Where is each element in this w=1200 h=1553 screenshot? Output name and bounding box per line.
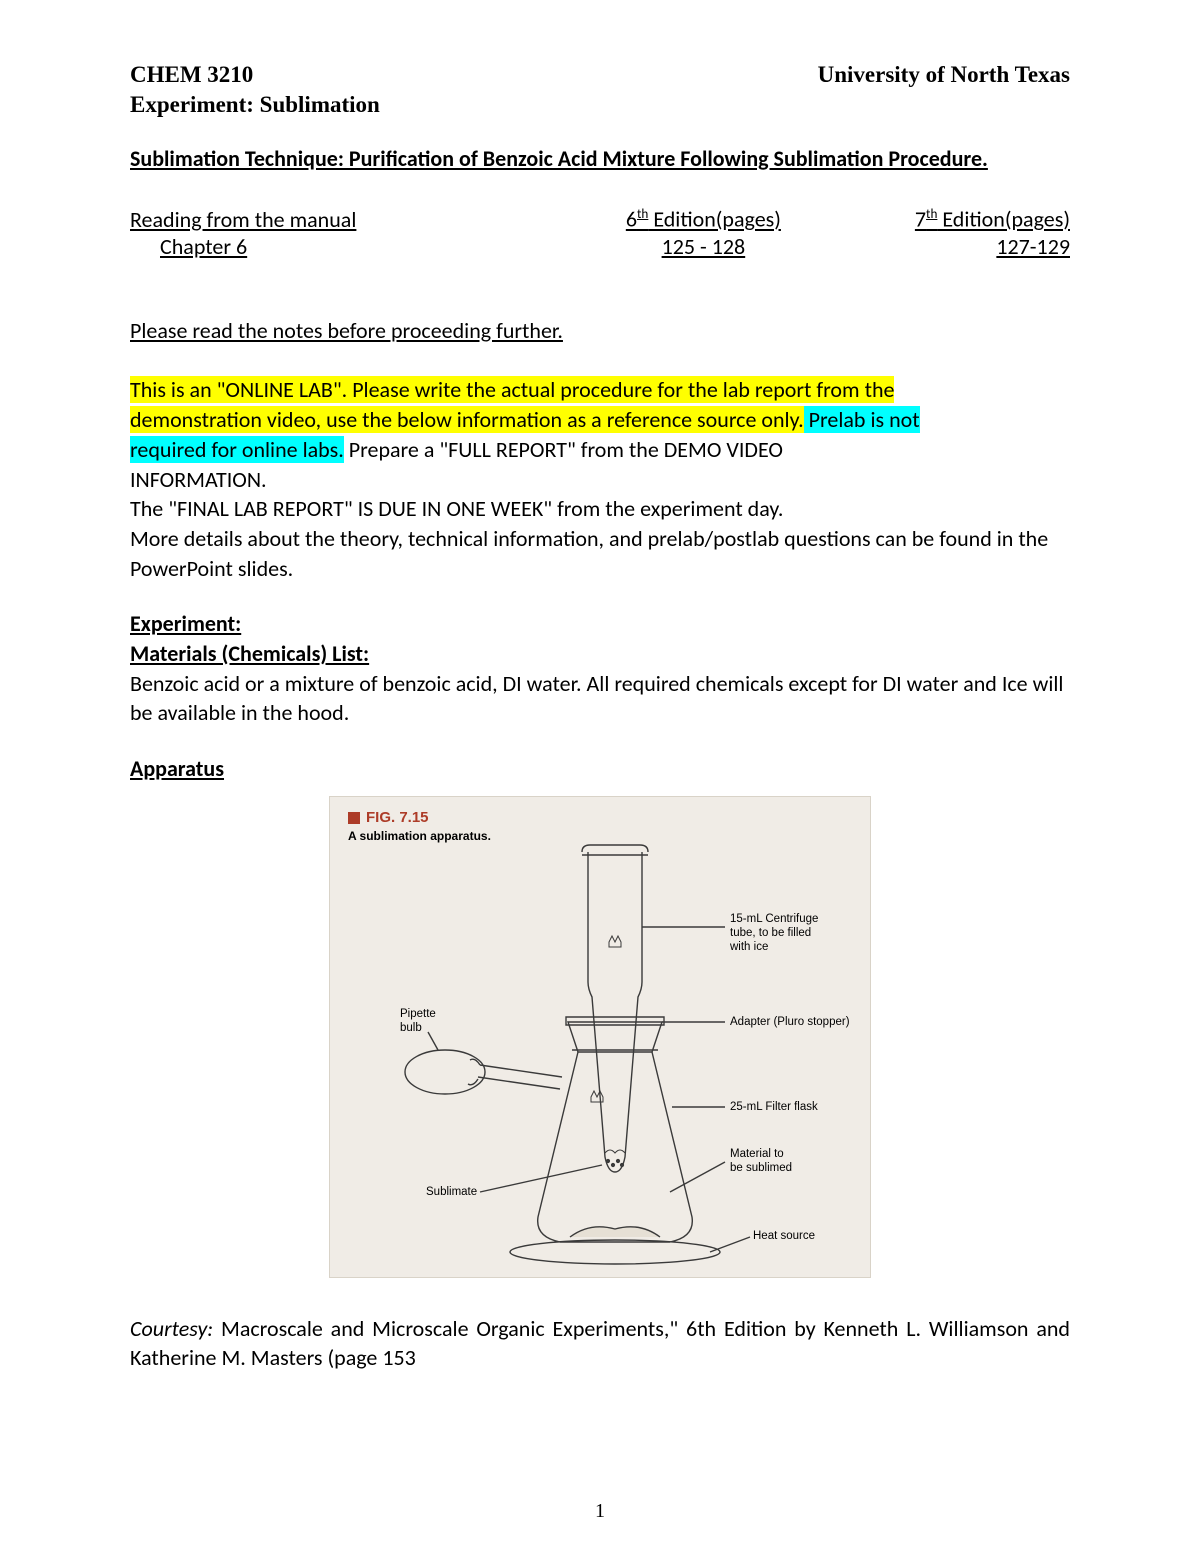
sublimation-apparatus-figure: FIG. 7.15 A sublimation apparatus. bbox=[329, 796, 871, 1278]
label-pipette: Pipettebulb bbox=[400, 1007, 436, 1036]
body-text: INFORMATION. bbox=[130, 466, 267, 493]
notes-intro: Please read the notes before proceeding … bbox=[130, 316, 1070, 346]
table-header-reading: Reading from the manual bbox=[130, 205, 562, 232]
label-centrifuge: 15-mL Centrifugetube, to be filledwith i… bbox=[730, 912, 818, 955]
document-page: CHEM 3210 University of North Texas Expe… bbox=[0, 0, 1200, 1553]
table-header-ed6: 6th Edition(pages) bbox=[562, 205, 844, 232]
figure-container: FIG. 7.15 A sublimation apparatus. bbox=[130, 796, 1070, 1278]
label-heat: Heat source bbox=[753, 1229, 815, 1243]
header-university: University of North Texas bbox=[818, 60, 1070, 90]
page-number: 1 bbox=[0, 1500, 1200, 1523]
table-header-row: Reading from the manual 6th Edition(page… bbox=[130, 205, 1070, 232]
body-text: The "FINAL LAB REPORT" IS DUE IN ONE WEE… bbox=[130, 495, 783, 522]
highlight-yellow: This is an "ONLINE LAB". Please write th… bbox=[130, 376, 894, 403]
cell-ed7-pages: 127-129 bbox=[844, 233, 1070, 260]
heading-apparatus: Apparatus bbox=[130, 754, 1070, 784]
online-lab-paragraph: This is an "ONLINE LAB". Please write th… bbox=[130, 375, 1070, 583]
body-text: Prepare a "FULL REPORT" from the DEMO VI… bbox=[344, 436, 783, 463]
highlight-cyan: required for online labs. bbox=[130, 436, 344, 463]
body-text: More details about the theory, technical… bbox=[130, 525, 1048, 582]
apparatus-diagram bbox=[330, 797, 870, 1277]
heading-experiment: Experiment: bbox=[130, 609, 1070, 639]
page-header: CHEM 3210 University of North Texas bbox=[130, 60, 1070, 90]
cell-chapter: Chapter 6 bbox=[130, 233, 562, 260]
highlight-cyan: Prelab is not bbox=[804, 406, 920, 433]
reading-table: Reading from the manual 6th Edition(page… bbox=[130, 205, 1070, 259]
figure-courtesy: Courtesy: Macroscale and Microscale Orga… bbox=[130, 1314, 1070, 1373]
courtesy-text: Macroscale and Microscale Organic Experi… bbox=[130, 1315, 1070, 1372]
table-row: Chapter 6 125 - 128 127-129 bbox=[130, 233, 1070, 260]
courtesy-prefix: Courtesy: bbox=[130, 1315, 213, 1342]
label-flask: 25-mL Filter flask bbox=[730, 1100, 818, 1114]
highlight-yellow: demonstration video, use the below infor… bbox=[130, 406, 804, 433]
heading-materials: Materials (Chemicals) List: bbox=[130, 639, 1070, 669]
materials-body: Benzoic acid or a mixture of benzoic aci… bbox=[130, 669, 1070, 728]
header-experiment-title: Experiment: Sublimation bbox=[130, 90, 1070, 120]
table-header-ed7: 7th Edition(pages) bbox=[844, 205, 1070, 232]
label-adapter: Adapter (Pluro stopper) bbox=[730, 1015, 850, 1029]
label-sublimate: Sublimate bbox=[426, 1185, 477, 1199]
label-material: Material tobe sublimed bbox=[730, 1147, 792, 1176]
cell-ed6-pages: 125 - 128 bbox=[562, 233, 844, 260]
header-course-code: CHEM 3210 bbox=[130, 60, 253, 90]
document-title: Sublimation Technique: Purification of B… bbox=[130, 144, 1070, 174]
